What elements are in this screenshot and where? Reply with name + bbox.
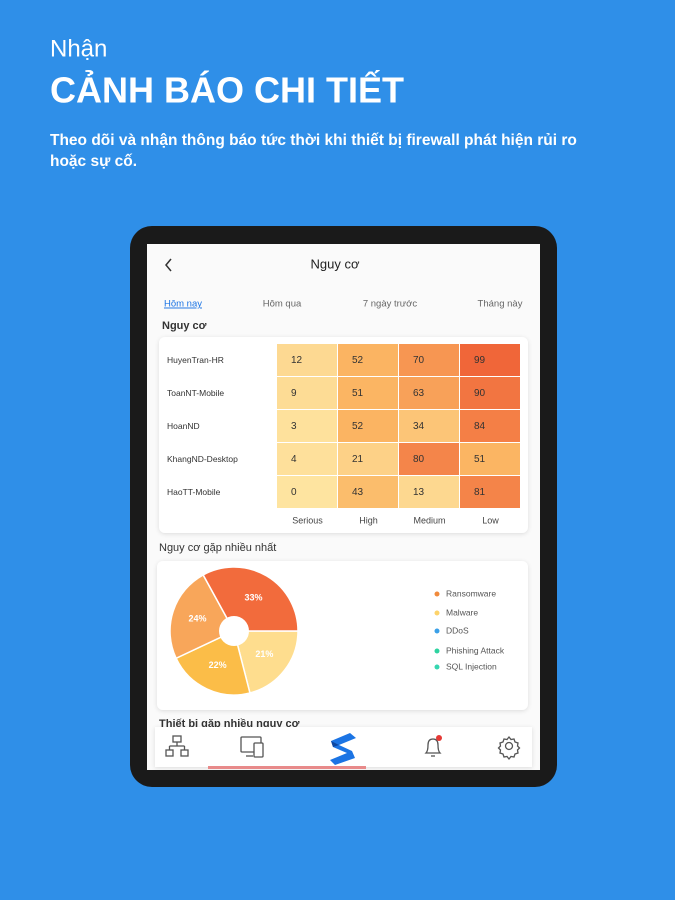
row-label: HaoTT-Mobile xyxy=(167,487,221,497)
slice-label: 22% xyxy=(209,660,227,670)
heat-cell xyxy=(460,410,520,442)
nav-devices[interactable] xyxy=(240,736,264,758)
cell-value: 80 xyxy=(413,454,425,465)
cell-value: 84 xyxy=(474,421,486,432)
heat-cell xyxy=(399,344,459,376)
legend-dot xyxy=(434,610,440,616)
heat-cell xyxy=(277,443,337,475)
cell-value: 52 xyxy=(352,355,364,366)
pie-slice xyxy=(202,566,299,632)
heat-cell xyxy=(399,377,459,409)
heat-cell xyxy=(460,476,520,508)
bottom-nav xyxy=(155,727,532,769)
tab[interactable]: Tháng này xyxy=(478,299,523,310)
cell-value: 9 xyxy=(291,388,297,399)
legend-dot xyxy=(434,591,440,597)
screen-title: Nguy cơ xyxy=(311,256,360,271)
back-button[interactable] xyxy=(165,258,172,272)
description: hoặc sự cố. xyxy=(50,153,137,170)
heat-cell xyxy=(277,377,337,409)
slice-label: 24% xyxy=(188,614,206,624)
heat-cell xyxy=(277,410,337,442)
cell-value: 99 xyxy=(474,355,486,366)
cell-value: 12 xyxy=(291,355,303,366)
heat-cell xyxy=(277,476,337,508)
pie-slice xyxy=(169,573,236,660)
legend-dot xyxy=(434,664,440,670)
description: Theo dõi và nhận thông báo tức thời khi … xyxy=(50,132,577,149)
cell-value: 34 xyxy=(413,421,425,432)
heat-cell xyxy=(338,344,398,376)
legend-dot xyxy=(434,628,440,634)
heat-cell xyxy=(460,443,520,475)
heat-cell xyxy=(399,410,459,442)
cell-value: 63 xyxy=(413,388,425,399)
cell-value: 90 xyxy=(474,388,486,399)
pie-slice xyxy=(233,630,299,694)
row-label: KhangND-Desktop xyxy=(167,454,238,464)
section-title: Nguy cơ gặp nhiều nhất xyxy=(159,542,276,554)
cell-value: 21 xyxy=(352,454,364,465)
row-label: ToanNT-Mobile xyxy=(167,388,224,398)
tab[interactable]: Hôm qua xyxy=(263,299,302,310)
heat-cell xyxy=(399,476,459,508)
heat-cell xyxy=(399,443,459,475)
nav-network[interactable] xyxy=(165,735,189,757)
heat-cell xyxy=(338,443,398,475)
heat-cell xyxy=(460,344,520,376)
row-label: HuyenTran-HR xyxy=(167,355,224,365)
legend-label: Malware xyxy=(446,607,478,617)
column-label: Serious xyxy=(292,515,323,525)
cell-value: 51 xyxy=(352,388,364,399)
nav-alerts[interactable] xyxy=(424,735,442,757)
column-label: High xyxy=(359,515,378,525)
cell-value: 3 xyxy=(291,421,297,432)
slice-label: 21% xyxy=(255,649,273,659)
kicker: Nhận xyxy=(50,35,107,62)
tab[interactable]: 7 ngày trước xyxy=(363,299,418,310)
cell-value: 52 xyxy=(352,421,364,432)
section-title: Nguy cơ xyxy=(162,320,207,332)
legend-label: SQL Injection xyxy=(446,661,497,671)
cell-value: 0 xyxy=(291,487,297,498)
scroll-indicator xyxy=(208,766,366,769)
cell-value: 70 xyxy=(413,355,425,366)
legend-dot xyxy=(434,648,440,654)
cell-value: 51 xyxy=(474,454,486,465)
legend-label: Ransomware xyxy=(446,588,496,598)
row-label: HoanND xyxy=(167,421,200,431)
heat-cell xyxy=(338,377,398,409)
nav-home[interactable] xyxy=(330,733,356,765)
legend-label: DDoS xyxy=(446,625,469,635)
heat-cell xyxy=(460,377,520,409)
column-label: Medium xyxy=(413,515,445,525)
nav-settings[interactable] xyxy=(497,735,521,761)
slice-label: 33% xyxy=(245,592,263,602)
legend-label: Phishing Attack xyxy=(446,645,505,655)
cell-value: 81 xyxy=(474,487,486,498)
cell-value: 4 xyxy=(291,454,297,465)
heat-cell xyxy=(338,476,398,508)
heat-cell xyxy=(277,344,337,376)
section-title: Thiết bị gặp nhiều nguy cơ xyxy=(159,718,300,730)
tab[interactable]: Hôm nay xyxy=(164,299,202,310)
pie-slice xyxy=(175,629,251,696)
pie-hole xyxy=(219,616,249,646)
column-label: Low xyxy=(482,515,499,525)
headline: CẢNH BÁO CHI TIẾT xyxy=(50,70,404,111)
cell-value: 43 xyxy=(352,487,364,498)
cell-value: 13 xyxy=(413,487,425,498)
heat-cell xyxy=(338,410,398,442)
